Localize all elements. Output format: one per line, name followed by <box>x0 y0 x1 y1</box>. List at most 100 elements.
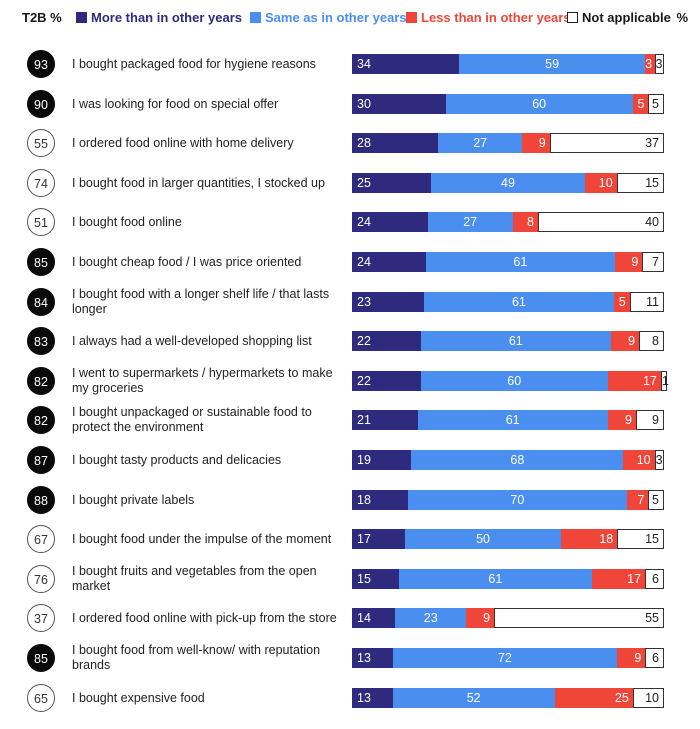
legend-swatch-same <box>250 12 261 23</box>
bar-segment-same: 23 <box>395 608 467 629</box>
legend-item-more: More than in other years <box>76 10 242 25</box>
chart-row: 74 I bought food in larger quantities, I … <box>0 163 700 203</box>
chart-row: 76 I bought fruits and vegetables from th… <box>0 559 700 599</box>
chart-row: 51 I bought food online 24 27 8 40 <box>0 202 700 242</box>
t2b-value: 85 <box>27 644 55 672</box>
bar-segment-less: 5 <box>614 291 630 312</box>
percent-header: % <box>676 10 688 25</box>
t2b-value: 51 <box>27 208 55 237</box>
bar-segment-same: 61 <box>426 252 615 272</box>
bar-segment-less: 9 <box>610 331 640 352</box>
bar-segment-na: 15 <box>617 529 664 550</box>
legend-label-same: Same as in other years <box>265 10 407 25</box>
chart-row: 82 I went to supermarkets / hypermarkets … <box>0 361 700 401</box>
t2b-value: 67 <box>27 525 55 554</box>
legend-item-same: Same as in other years <box>250 10 407 25</box>
bar-segment-na: 8 <box>639 331 664 352</box>
bar-segment-same: 52 <box>392 687 555 708</box>
bar-segment-more: 25 <box>352 172 431 193</box>
bar-segment-more: 19 <box>352 450 412 470</box>
chart-row: 84 I bought food with a longer shelf life… <box>0 282 700 322</box>
t2b-value: 74 <box>27 168 55 197</box>
bar-segment-less: 10 <box>623 450 655 470</box>
chart-legend: T2B % More than in other years Same as i… <box>0 0 700 36</box>
bar-segment-more: 23 <box>352 291 424 312</box>
row-label: I bought cheap food / I was price orient… <box>72 255 302 269</box>
legend-label-na: Not applicable <box>582 10 671 25</box>
row-label: I bought food online <box>72 215 182 230</box>
bar-segment-na: 15 <box>616 172 664 193</box>
row-label: I bought food in larger quantities, I st… <box>72 175 325 190</box>
chart-row: 65 I bought expensive food 13 52 25 10 <box>0 678 700 718</box>
t2b-value: 83 <box>27 327 55 356</box>
chart-row: 85 I bought cheap food / I was price orie… <box>0 242 700 282</box>
chart-row: 90 I was looking for food on special offe… <box>0 84 700 124</box>
bar-segment-na: 6 <box>645 648 664 668</box>
bar-segment-same: 72 <box>392 648 618 668</box>
bar-segment-same: 68 <box>411 450 624 470</box>
bar-segment-na: 11 <box>629 291 664 312</box>
bar-segment-na: 55 <box>494 608 664 629</box>
legend-item-less: Less than in other years <box>406 10 571 25</box>
bar-segment-less: 7 <box>626 489 649 510</box>
legend-swatch-more <box>76 12 87 23</box>
chart-row: 88 I bought private labels 18 70 7 5 <box>0 480 700 520</box>
t2b-value: 82 <box>27 406 55 435</box>
bar-segment-na: 10 <box>632 687 664 708</box>
chart-row: 85 I bought food from well-know/ with rep… <box>0 638 700 678</box>
t2b-value: 87 <box>27 446 55 474</box>
t2b-value: 37 <box>27 604 55 633</box>
bar-segment-same: 70 <box>408 489 627 510</box>
legend-swatch-na <box>567 12 578 23</box>
chart-row: 67 I bought food under the impulse of the… <box>0 519 700 559</box>
t2b-value: 65 <box>27 683 55 712</box>
bar-segment-more: 13 <box>352 687 393 708</box>
row-label: I bought tasty products and delicacies <box>72 453 282 467</box>
row-label: I went to supermarkets / hypermarkets to… <box>72 365 333 395</box>
bar-segment-more: 34 <box>352 54 460 74</box>
bar-segment-less: 9 <box>466 608 495 629</box>
bar-segment-same: 27 <box>427 212 513 233</box>
bar-segment-na: 3 <box>654 450 664 470</box>
bar-segment-more: 15 <box>352 568 400 589</box>
legend-label-more: More than in other years <box>91 10 242 25</box>
row-label: I bought food from well-know/ with reput… <box>72 643 321 672</box>
bar-segment-more: 17 <box>352 529 406 550</box>
bar-segment-more: 18 <box>352 489 409 510</box>
t2b-value: 85 <box>27 248 55 276</box>
row-label: I bought private labels <box>72 492 195 507</box>
legend-label-less: Less than in other years <box>421 10 571 25</box>
bar-segment-na: 6 <box>645 568 664 589</box>
bar-segment-more: 24 <box>352 212 428 233</box>
bar-segment-less: 3 <box>645 54 655 74</box>
t2b-value: 82 <box>27 366 55 395</box>
bar-segment-same: 60 <box>420 370 608 391</box>
bar-segment-less: 9 <box>617 648 646 668</box>
bar-segment-more: 28 <box>352 133 439 154</box>
chart-row: 87 I bought tasty products and delicacies… <box>0 440 700 480</box>
bar-segment-same: 61 <box>423 291 615 312</box>
bar-segment-same: 50 <box>405 529 562 550</box>
bar-segment-more: 13 <box>352 648 393 668</box>
bar-segment-same: 61 <box>399 568 592 589</box>
bar-segment-more: 21 <box>352 410 418 431</box>
bar-segment-more: 22 <box>352 370 421 391</box>
bar-segment-less: 8 <box>512 212 538 233</box>
t2b-header: T2B % <box>22 10 62 25</box>
bar-segment-less: 25 <box>554 687 633 708</box>
row-label: I ordered food online with pick-up from … <box>72 611 337 626</box>
bar-segment-less: 9 <box>607 410 636 431</box>
bar-segment-same: 60 <box>445 93 633 114</box>
bar-segment-more: 14 <box>352 608 396 629</box>
t2b-value: 88 <box>27 485 55 514</box>
bar-segment-na: 5 <box>648 93 664 114</box>
row-label: I bought food under the impulse of the m… <box>72 532 332 547</box>
bar-segment-same: 49 <box>430 172 586 193</box>
row-label: I ordered food online with home delivery <box>72 136 294 151</box>
bar-segment-less: 10 <box>585 172 617 193</box>
t2b-value: 90 <box>27 89 55 118</box>
bar-segment-same: 61 <box>420 331 611 352</box>
bar-segment-less: 17 <box>591 568 646 589</box>
bar-segment-na: 40 <box>537 212 664 233</box>
